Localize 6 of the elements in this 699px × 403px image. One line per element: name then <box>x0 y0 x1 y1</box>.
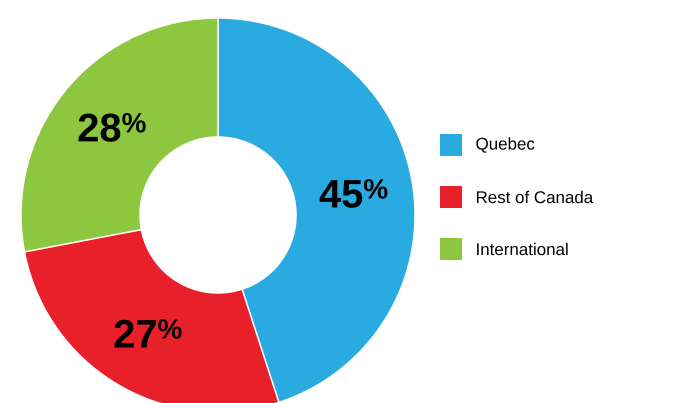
data-label: 28$^{%}$ <box>78 112 146 142</box>
legend-label: International <box>477 242 568 256</box>
legend-label: Rest of Canada <box>476 190 594 204</box>
data-label: 45$^{%}$ <box>320 179 388 208</box>
legend-label: Quebec <box>476 137 534 153</box>
data-label: 27$^{%}$ <box>114 319 182 348</box>
